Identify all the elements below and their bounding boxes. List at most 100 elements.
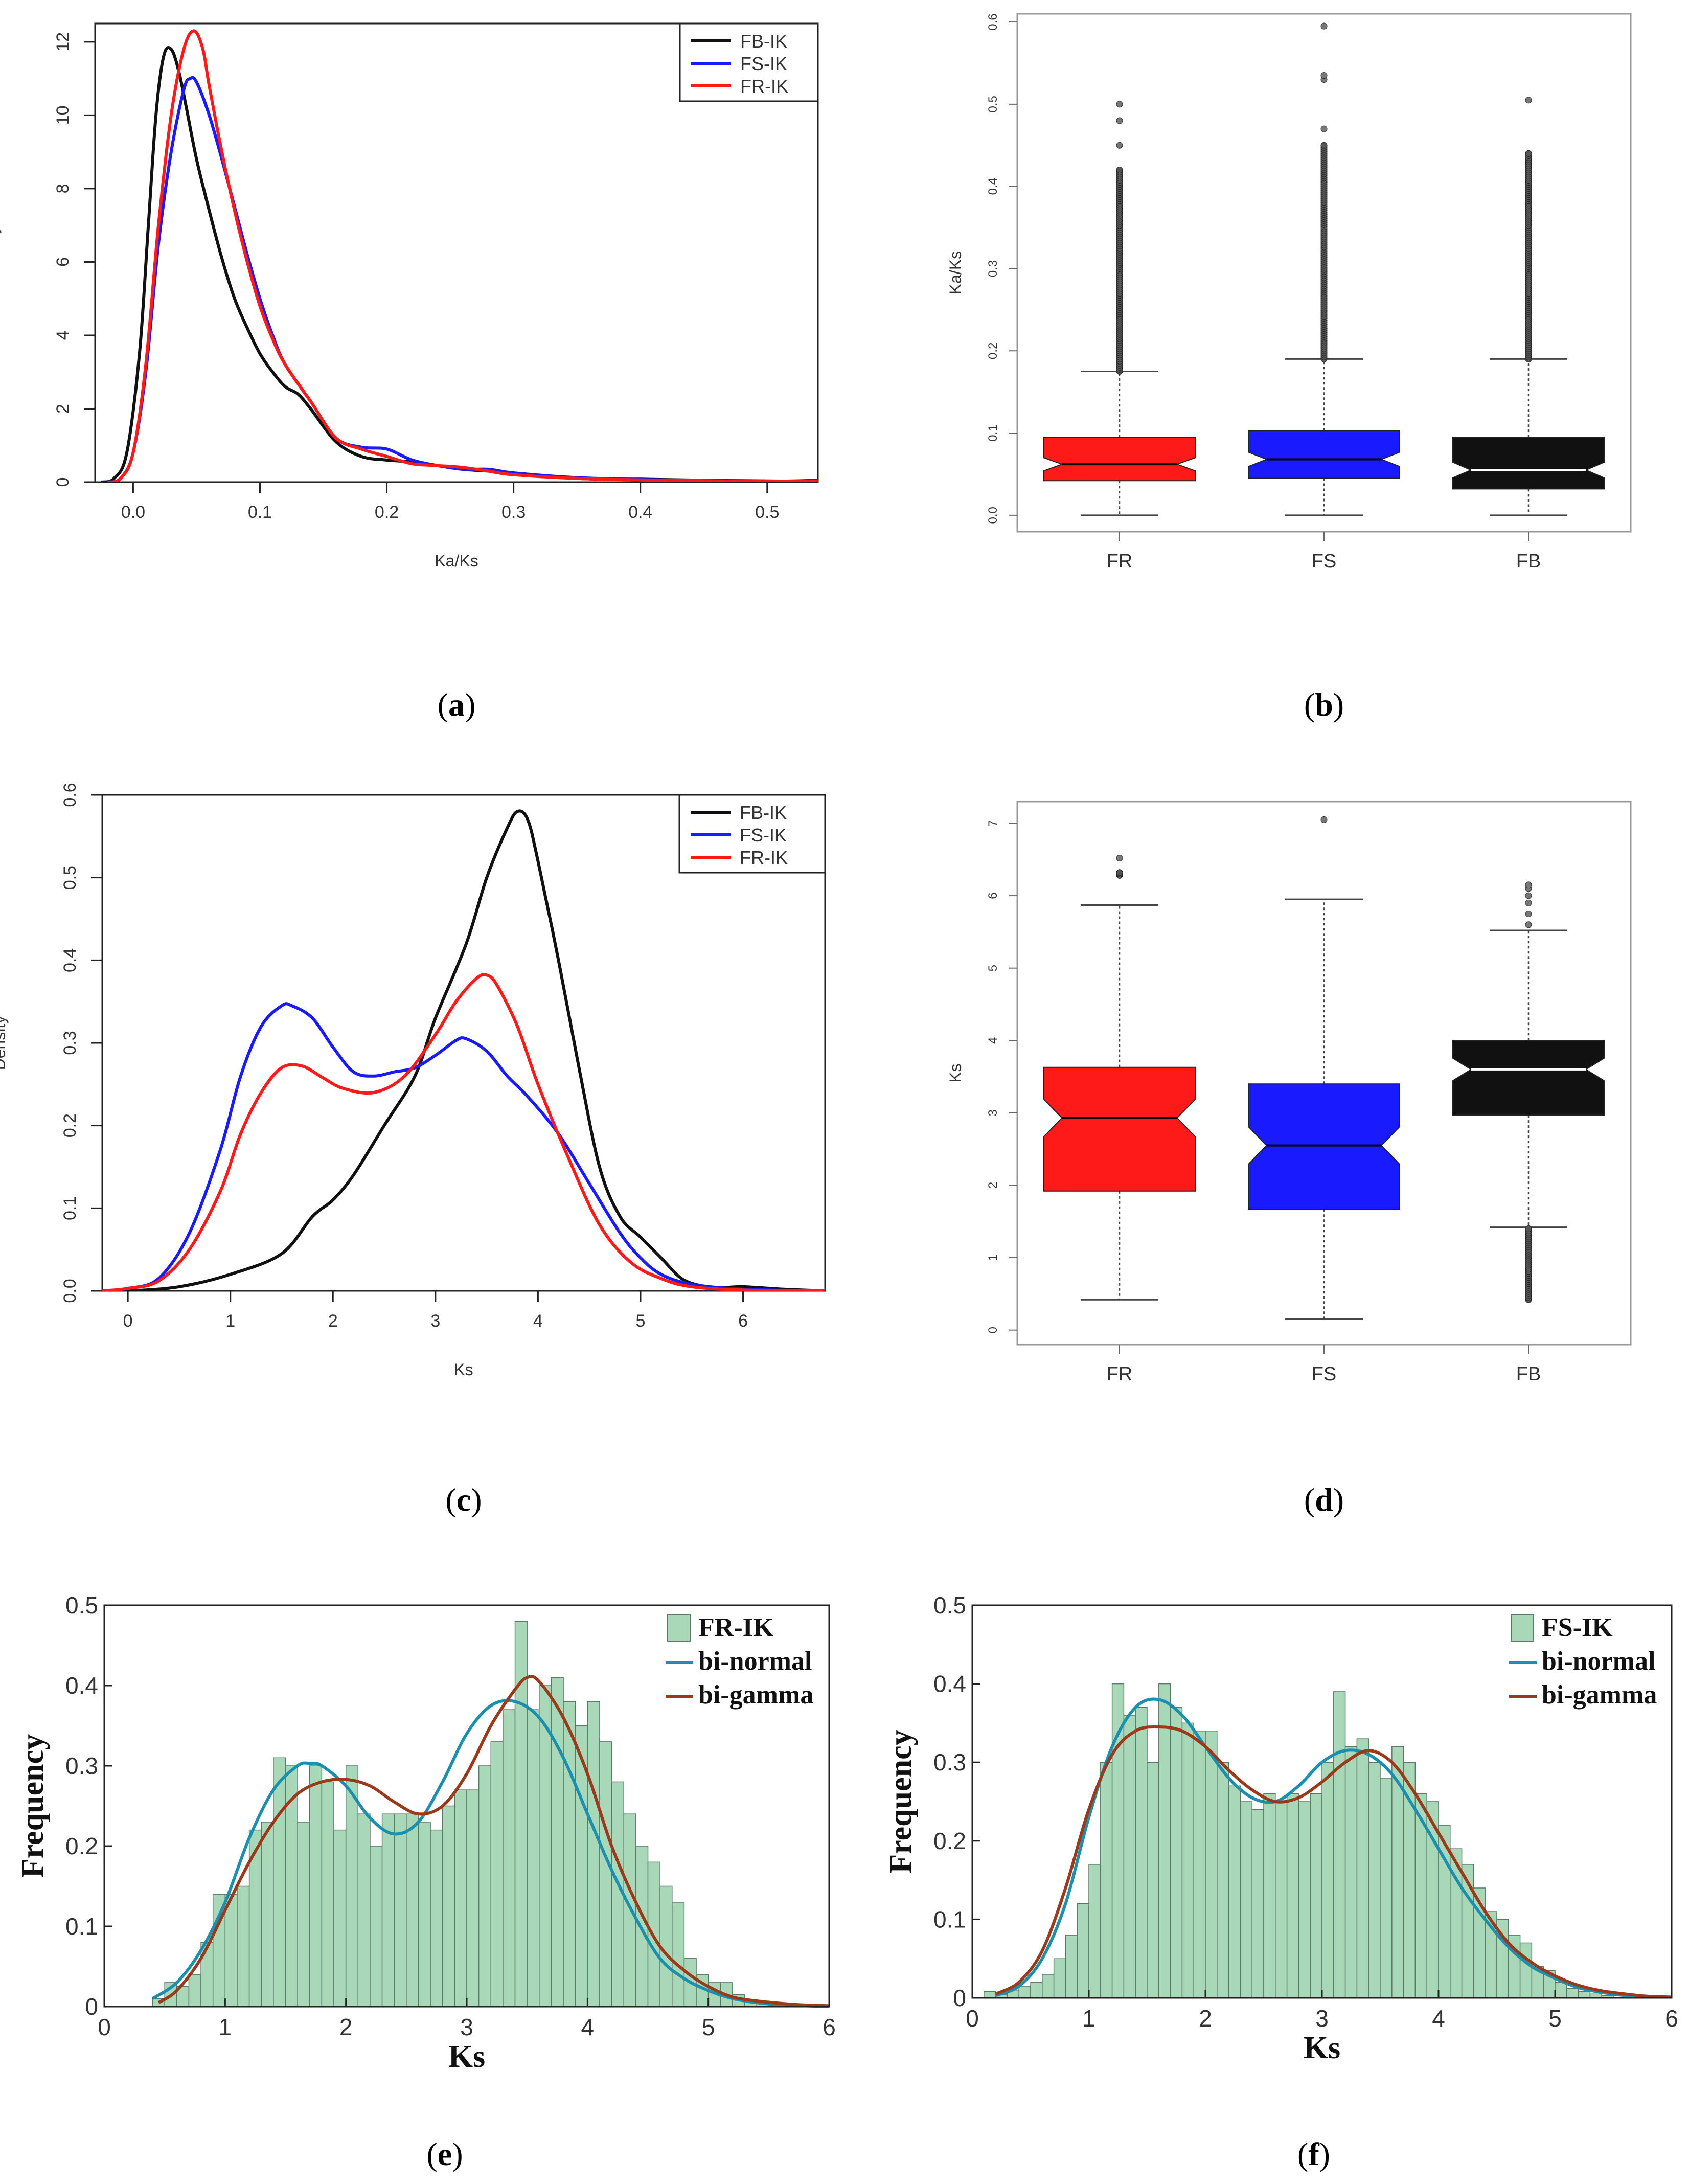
legend-label: bi-gamma — [698, 1680, 813, 1710]
x-tick-label: 5 — [702, 2014, 715, 2040]
y-axis-label: Density — [0, 225, 2, 280]
histogram-bar — [527, 1709, 540, 2007]
outlier-point — [1116, 869, 1123, 876]
category-label: FB — [1516, 551, 1541, 572]
series-line-fr-ik — [102, 973, 825, 1291]
y-tick-label: 0.2 — [65, 1833, 98, 1859]
caption-letter: a — [448, 687, 465, 723]
histogram-bar — [1275, 1801, 1288, 1998]
y-tick-label: 0 — [53, 477, 73, 487]
histogram-bar — [1030, 1982, 1043, 1998]
legend-label: bi-normal — [698, 1647, 812, 1676]
y-axis-label: Frequency — [883, 1730, 918, 1873]
caption-paren-open: ( — [426, 2136, 437, 2172]
caption-letter: c — [457, 1482, 471, 1518]
histogram-bar — [418, 1822, 431, 2007]
chart-b: 0.0 0.1 0.2 0.3 0.4 0.5 0.6 Ka/Ks FR FS FB (b) — [946, 13, 1632, 723]
histogram-bar — [442, 1805, 455, 2007]
histogram-bar — [357, 1813, 371, 2007]
caption-paren-open: ( — [438, 687, 448, 723]
y-tick-label: 6 — [53, 257, 73, 267]
y-tick-label: 2 — [986, 1182, 1000, 1189]
legend-label: bi-normal — [1542, 1647, 1655, 1676]
box-body — [1248, 430, 1400, 479]
x-tick-label: 0.0 — [121, 503, 145, 522]
outlier-point — [1320, 142, 1328, 149]
box-fb: FB — [1452, 97, 1605, 572]
chart-c: 0 1 2 3 4 5 6 0.0 0.1 0.2 0.3 0.4 0.5 0.6 Ks Density FB-… — [0, 783, 826, 1518]
histogram-bar — [1240, 1801, 1252, 1998]
y-tick-label: 0.5 — [986, 96, 1000, 112]
y-tick-label: 0.0 — [986, 507, 1000, 524]
histogram-bar — [1158, 1683, 1171, 1998]
y-tick-label: 0.4 — [60, 948, 80, 972]
x-tick-label: 4 — [1432, 2005, 1445, 2032]
histogram-bar — [1135, 1707, 1148, 1998]
x-tick-label: 0 — [123, 1311, 133, 1331]
histogram-bar — [309, 1765, 323, 2007]
outlier-point — [1525, 1225, 1532, 1232]
caption-c: (c) — [445, 1482, 482, 1518]
plot-frame — [94, 22, 819, 483]
histogram-bars — [984, 1683, 1614, 1998]
histogram-bar — [587, 1701, 600, 2007]
y-tick-label: 0.4 — [933, 1671, 966, 1697]
caption-a: (a) — [438, 687, 476, 723]
y-tick-label: 0.6 — [60, 783, 80, 807]
histogram-bar — [1344, 1746, 1358, 1998]
y-tick-label: 1 — [986, 1254, 1000, 1261]
x-axis-label: Ks — [1304, 2031, 1340, 2065]
histogram-bar — [1217, 1762, 1229, 1998]
caption-letter: b — [1315, 687, 1333, 723]
y-tick-label: 0.5 — [60, 866, 80, 890]
legend-label: FR-IK — [698, 1613, 774, 1642]
fit-line-bi-normal — [995, 1697, 1672, 1999]
legend-label: FB-IK — [740, 31, 787, 52]
series-line-fr-ik — [107, 29, 818, 482]
histogram-bar — [1181, 1722, 1194, 1998]
x-tick-label: 1 — [225, 1311, 235, 1331]
histogram-bar — [188, 1974, 201, 2007]
fit-line-bi-gamma — [995, 1725, 1672, 1999]
y-tick-label: 0.5 — [933, 1592, 966, 1619]
y-tick-label: 0.1 — [986, 424, 1000, 441]
outlier-point — [1525, 892, 1532, 899]
histogram-bar — [454, 1789, 467, 2007]
x-tick-label: 0.2 — [375, 503, 399, 522]
y-tick-label: 12 — [53, 32, 73, 52]
outlier-point — [1116, 142, 1123, 149]
histogram-bar — [1380, 1778, 1393, 1998]
x-tick-label: 4 — [581, 2014, 595, 2040]
caption-paren-close: ) — [452, 2136, 463, 2172]
caption-letter: d — [1315, 1482, 1333, 1518]
histogram-bar — [1147, 1762, 1159, 1998]
y-tick-label: 0 — [85, 1993, 98, 2020]
caption-paren-close: ) — [465, 687, 475, 723]
caption-paren-open: ( — [1304, 687, 1315, 723]
x-tick-label: 0.5 — [755, 503, 779, 522]
histogram-bar — [1519, 1942, 1533, 1998]
histogram-bar — [1193, 1731, 1206, 1998]
box-fs: FS — [1248, 816, 1400, 1385]
x-tick-label: 0.3 — [501, 503, 526, 522]
outlier-point — [1525, 150, 1532, 157]
box-body — [1043, 1066, 1196, 1192]
histogram-bar — [1578, 1991, 1591, 1998]
histogram-bar — [297, 1822, 310, 2007]
legend-label: FR-IK — [740, 847, 788, 868]
x-tick-label: 0.1 — [248, 503, 272, 522]
box-fs: FS — [1248, 22, 1400, 572]
legend-swatch — [1511, 1614, 1534, 1642]
caption-paren-close: ) — [1333, 687, 1344, 723]
histogram-bar — [551, 1677, 564, 2007]
histogram-bar — [1228, 1785, 1241, 1998]
histogram-bar — [1042, 1974, 1055, 1998]
histogram-bar — [1205, 1731, 1218, 1998]
outlier-point — [1320, 22, 1328, 30]
x-tick-label: 1 — [1082, 2005, 1095, 2032]
caption-paren-close: ) — [1319, 2136, 1330, 2172]
histogram-bar — [1333, 1691, 1346, 1998]
caption-paren-open: ( — [445, 1482, 456, 1518]
histogram-bar — [406, 1813, 419, 2007]
outlier-point — [1116, 117, 1123, 124]
